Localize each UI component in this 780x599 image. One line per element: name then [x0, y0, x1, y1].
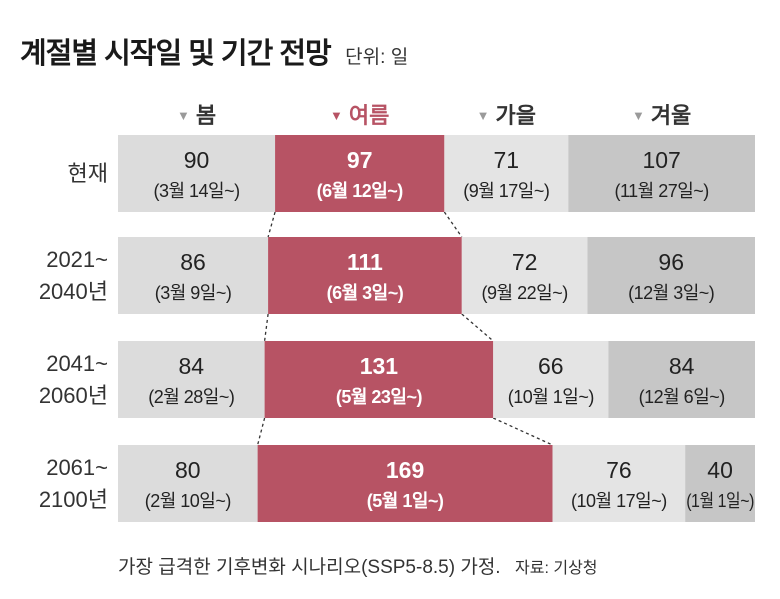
- value-label-autumn-row3: 66: [538, 353, 564, 379]
- footer-row: 가장 급격한 기후변화 시나리오(SSP5-8.5) 가정. 자료: 기상청: [118, 552, 598, 579]
- value-label-winter-row1: 107: [642, 147, 680, 173]
- bar-winter-row1: [568, 135, 755, 212]
- period-label-line: 2060년: [38, 382, 108, 408]
- start-date-label-winter-row1: (11월 27일~): [614, 181, 708, 201]
- triangle-down-icon: ▼: [176, 108, 190, 123]
- start-date-label-winter-row3: (12월 6일~): [639, 387, 725, 407]
- bar-summer-row3: [264, 341, 494, 418]
- connector-left-2: [263, 313, 269, 342]
- period-label-line: 2061~: [46, 454, 108, 480]
- value-label-winter-row2: 96: [658, 249, 684, 275]
- bar-winter-row3: [608, 341, 755, 418]
- connector-right-1: [443, 211, 463, 238]
- bar-summer-row1: [275, 135, 445, 212]
- start-date-label-spring-row4: (2월 10일~): [145, 491, 231, 511]
- value-label-autumn-row2: 72: [512, 249, 538, 275]
- scenario-note: 가장 급격한 기후변화 시나리오(SSP5-8.5) 가정.: [118, 557, 501, 578]
- value-label-summer-row3: 131: [360, 353, 399, 379]
- start-date-label-autumn-row4: (10월 17일~): [571, 491, 667, 511]
- triangle-down-icon: ▼: [330, 108, 343, 123]
- period-label-row2: 2021~ 2040년: [0, 244, 108, 308]
- start-date-label-spring-row2: (3월 9일~): [155, 283, 232, 303]
- bar-autumn-row3: [493, 341, 609, 418]
- connector-right-3: [492, 417, 553, 446]
- value-label-summer-row4: 169: [386, 457, 424, 483]
- start-date-label-autumn-row1: (9월 17일~): [463, 181, 549, 201]
- bar-spring-row2: [118, 237, 269, 314]
- season-header-spring: ▼ 봄: [177, 98, 216, 130]
- value-label-spring-row4: 80: [175, 457, 201, 483]
- connector-left-1: [267, 211, 276, 238]
- unit-label: 단위: 일: [345, 47, 409, 68]
- value-label-winter-row3: 84: [669, 353, 695, 379]
- start-date-label-summer-row2: (6월 3일~): [327, 283, 404, 303]
- source-label: 자료: 기상청: [515, 560, 598, 577]
- period-label-line: 2040년: [38, 278, 108, 304]
- value-label-autumn-row1: 71: [494, 147, 520, 173]
- period-label-row3: 2041~ 2060년: [0, 348, 108, 412]
- bar-autumn-row1: [444, 135, 569, 212]
- season-header-winter: ▼ 겨울: [632, 98, 691, 130]
- season-header-label: 여름: [348, 103, 390, 128]
- season-header-summer: ▼ 여름: [330, 98, 389, 130]
- period-label-line: 2021~: [46, 246, 108, 272]
- bar-spring-row4: [118, 445, 258, 522]
- bar-summer-row4: [257, 445, 553, 522]
- value-label-autumn-row4: 76: [606, 457, 632, 483]
- bar-autumn-row2: [461, 237, 588, 314]
- value-label-summer-row2: 111: [347, 249, 383, 275]
- start-date-label-spring-row3: (2월 28일~): [148, 387, 234, 407]
- start-date-label-summer-row1: (6월 12일~): [317, 181, 404, 201]
- season-header-autumn: ▼ 가을: [477, 98, 536, 130]
- connector-left-3: [256, 417, 266, 446]
- connector-right-2: [461, 313, 494, 342]
- triangle-down-icon: ▼: [631, 108, 645, 123]
- value-label-summer-row1: 97: [347, 147, 373, 173]
- start-date-label-spring-row1: (3월 14일~): [153, 181, 239, 201]
- bar-winter-row4: [685, 445, 755, 522]
- period-label-row1: 현재: [0, 158, 108, 190]
- bar-spring-row1: [118, 135, 276, 212]
- start-date-label-summer-row4: (5월 1일~): [367, 491, 444, 511]
- start-date-label-autumn-row3: (10월 1일~): [508, 387, 594, 407]
- start-date-label-autumn-row2: (9월 22일~): [482, 283, 568, 303]
- bar-winter-row2: [587, 237, 755, 314]
- value-label-spring-row3: 84: [179, 353, 205, 379]
- period-label-line: 2100년: [38, 486, 108, 512]
- period-label-line: 2041~: [46, 350, 108, 376]
- title-row: 계절별 시작일 및 기간 전망 단위: 일: [20, 30, 408, 70]
- value-label-spring-row1: 90: [184, 147, 210, 173]
- start-date-label-winter-row4: (1월 1일~): [686, 491, 754, 511]
- season-header-label: 겨울: [650, 103, 692, 128]
- bar-autumn-row4: [552, 445, 686, 522]
- period-label-row4: 2061~ 2100년: [0, 452, 108, 516]
- period-label-line: 현재: [67, 160, 108, 186]
- bar-spring-row3: [118, 341, 265, 418]
- chart-title: 계절별 시작일 및 기간 전망: [20, 38, 332, 70]
- value-label-winter-row4: 40: [707, 457, 733, 483]
- value-label-spring-row2: 86: [180, 249, 206, 275]
- season-header-label: 봄: [195, 103, 217, 128]
- triangle-down-icon: ▼: [476, 108, 490, 123]
- start-date-label-winter-row2: (12월 3일~): [628, 283, 714, 303]
- start-date-label-summer-row3: (5월 23일~): [336, 387, 423, 407]
- season-header-label: 가을: [495, 103, 536, 128]
- bar-summer-row2: [268, 237, 462, 314]
